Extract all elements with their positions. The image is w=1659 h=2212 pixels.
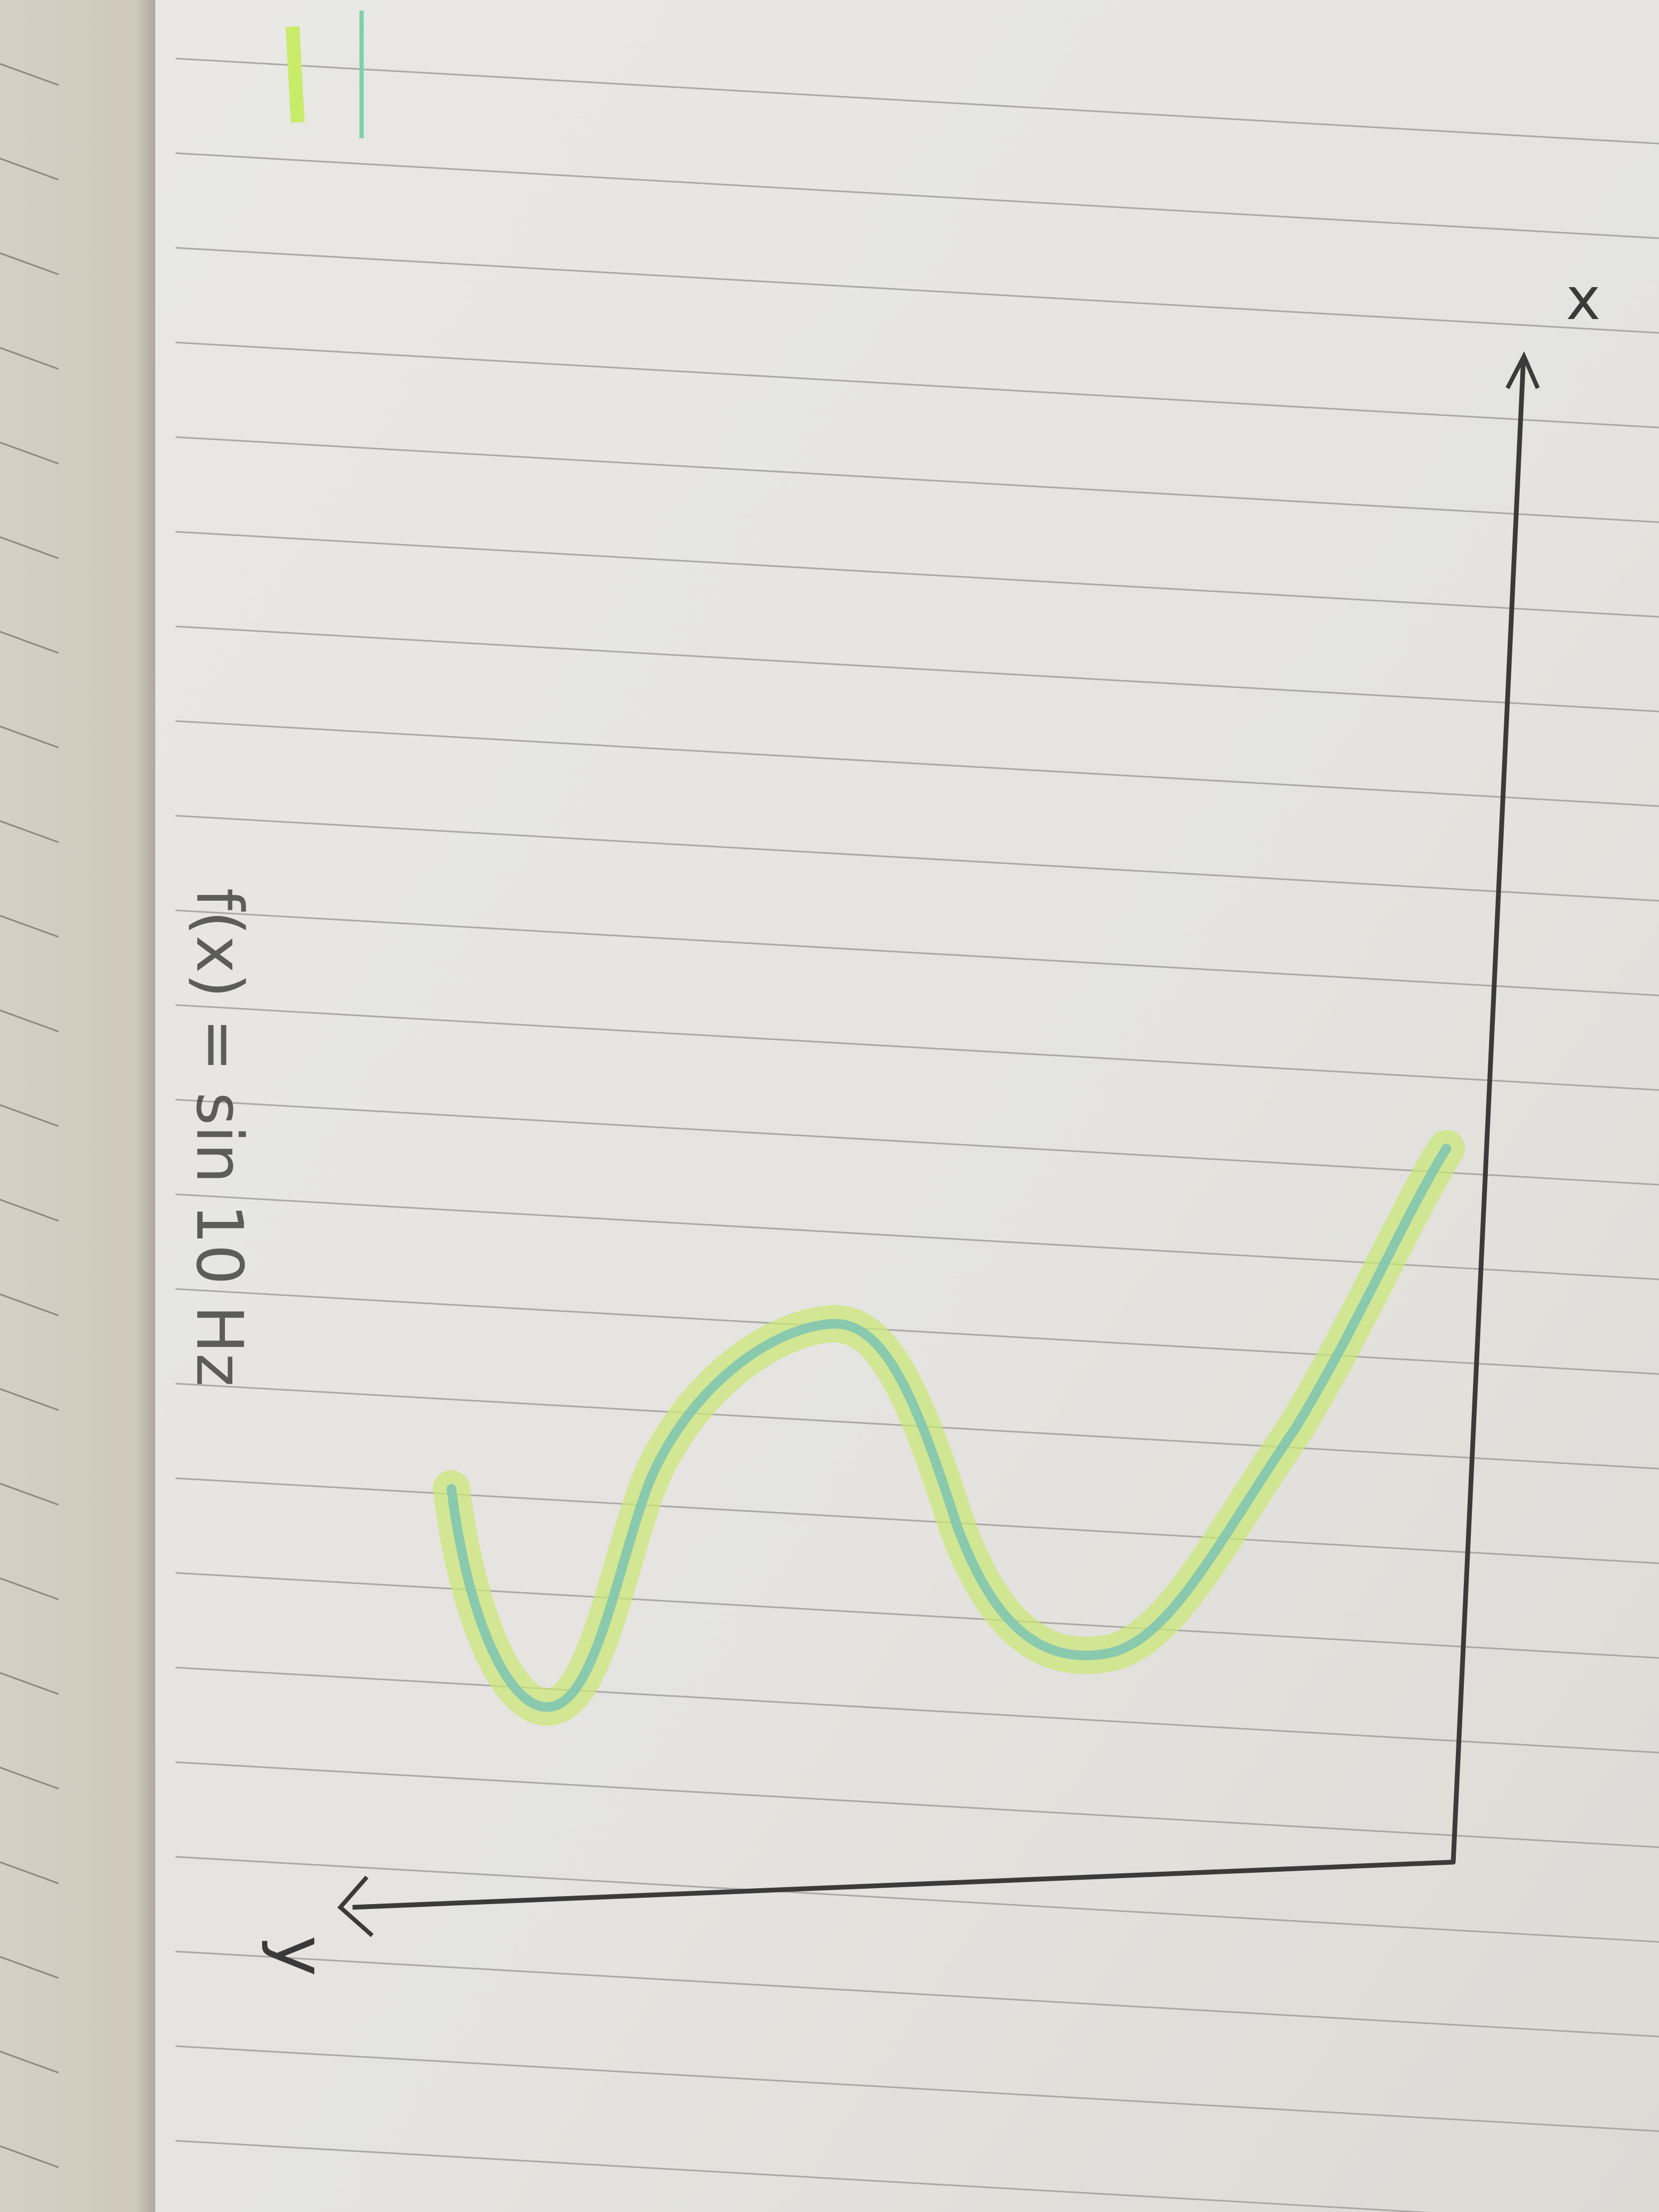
rule-line xyxy=(0,820,59,843)
rule-line xyxy=(0,536,59,559)
rule-line xyxy=(175,531,1659,618)
rule-line xyxy=(175,1477,1659,1564)
rule-line xyxy=(0,1861,59,1884)
rule-line xyxy=(175,815,1659,902)
rule-line xyxy=(0,1199,59,1222)
rule-line xyxy=(0,1009,59,1033)
rule-line xyxy=(175,1193,1659,1280)
rule-line xyxy=(175,1099,1659,1186)
rule-line xyxy=(0,1672,59,1695)
notebook-page xyxy=(155,0,1659,2212)
arrow-head xyxy=(337,1875,374,1937)
arrow-head xyxy=(1505,351,1540,389)
rule-line xyxy=(0,252,59,275)
rule-line xyxy=(0,2145,59,2168)
rule-line xyxy=(175,1856,1659,1943)
rule-line xyxy=(0,1766,59,1790)
back-page-lines xyxy=(0,63,59,2168)
ruled-lines xyxy=(175,57,1659,2212)
rule-line xyxy=(175,1288,1659,1375)
rule-line xyxy=(175,436,1659,523)
rule-line xyxy=(0,1388,59,1411)
rule-line xyxy=(0,2050,59,2074)
axes xyxy=(352,359,1526,1910)
rule-line xyxy=(175,1950,1659,2038)
rule-line xyxy=(175,57,1659,145)
y-axis-label: y xyxy=(260,1936,341,1976)
rule-line xyxy=(175,1761,1659,1848)
rule-line xyxy=(0,1956,59,1979)
rule-line xyxy=(175,341,1659,429)
rule-line xyxy=(175,2045,1659,2132)
rule-line xyxy=(175,625,1659,713)
rule-line xyxy=(175,909,1659,996)
rule-line xyxy=(175,2140,1432,2212)
rule-line xyxy=(0,157,59,181)
back-pages xyxy=(0,0,160,2212)
rule-line xyxy=(0,1104,59,1127)
rule-line xyxy=(0,1293,59,1317)
rule-line xyxy=(0,63,59,86)
rule-line xyxy=(175,1572,1659,1659)
rule-line xyxy=(175,247,1659,334)
rule-line xyxy=(175,720,1659,807)
rule-line xyxy=(175,152,1659,239)
rule-line xyxy=(0,631,59,654)
rule-line xyxy=(0,725,59,749)
rule-line xyxy=(0,441,59,465)
rule-line xyxy=(175,1666,1659,1754)
rule-line xyxy=(0,347,59,370)
annotation: f(x) = sin 10 Hz xyxy=(182,888,256,1387)
rule-line xyxy=(0,1482,59,1506)
x-axis-label: x xyxy=(1566,265,1601,333)
rule-line xyxy=(0,915,59,938)
highlighter-mark xyxy=(286,26,305,123)
rule-line xyxy=(175,1004,1659,1091)
curve xyxy=(447,1144,1451,1712)
rule-line xyxy=(0,1577,59,1601)
